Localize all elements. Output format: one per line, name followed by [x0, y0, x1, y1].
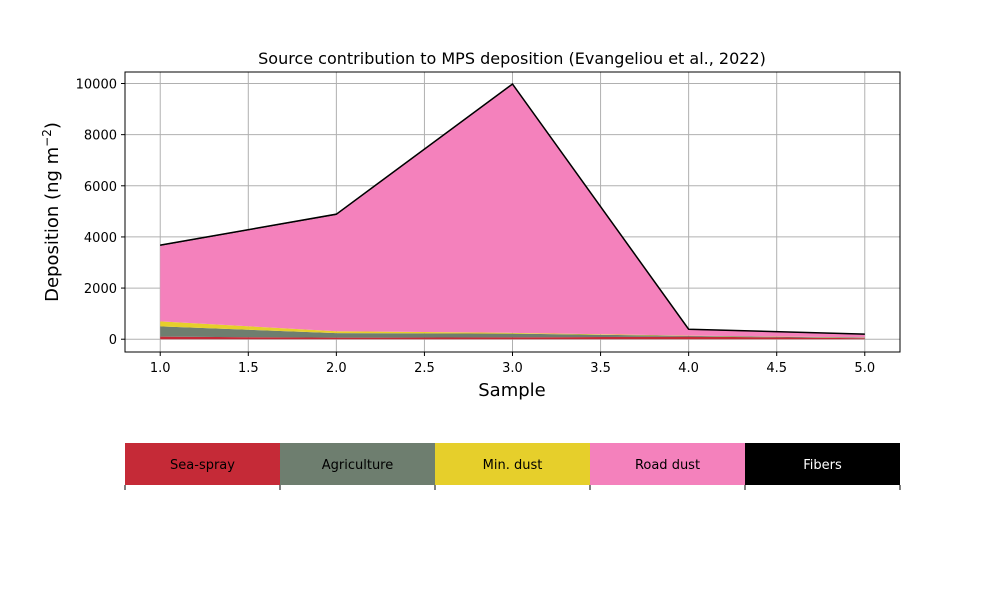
- x-tick-label: 3.5: [590, 361, 611, 376]
- x-tick-label: 2.0: [326, 361, 347, 376]
- y-tick-label: 6000: [84, 180, 117, 195]
- area-layer: [160, 82, 865, 340]
- legend-label-fibers: Fibers: [803, 458, 842, 473]
- legend-label-min-dust: Min. dust: [483, 458, 543, 473]
- legend-swatch-fibers: [745, 443, 900, 485]
- legend: Sea-spray Agriculture Min. dust Road dust Fi…: [124, 443, 901, 490]
- x-tick-label: 3.0: [502, 361, 523, 376]
- y-axis-label-main: Deposition (ng m: [42, 147, 63, 302]
- y-tick-label: 4000: [84, 231, 117, 246]
- y-tick-label: 10000: [76, 78, 117, 93]
- legend-swatch-min-dust: [435, 443, 590, 485]
- y-tick-label: 8000: [84, 129, 117, 144]
- legend-label-agriculture: Agriculture: [322, 458, 394, 473]
- area-series-sea-spray: [160, 336, 865, 340]
- y-tick-label: 2000: [84, 282, 117, 297]
- x-tick-label: 5.0: [854, 361, 875, 376]
- x-tick-label: 4.5: [766, 361, 787, 376]
- x-tick-label: 1.0: [150, 361, 171, 376]
- series-line-fibers: [160, 82, 865, 335]
- legend-swatch-sea-spray: [125, 443, 280, 485]
- x-axis-label: Sample: [478, 380, 546, 401]
- chart-title: Source contribution to MPS deposition (E…: [258, 49, 766, 68]
- x-tick-label: 4.0: [678, 361, 699, 376]
- y-axis-label-superscript: −2: [40, 129, 54, 147]
- x-tick-label: 1.5: [238, 361, 259, 376]
- y-tick-label: 0: [109, 333, 117, 348]
- area-series-min-dust: [160, 321, 865, 338]
- tick-layer: 1.0 1.5 2.0 2.5 3.0 3.5 4.0 4.5 5.0 0 2000 4000 6000…: [76, 78, 875, 376]
- area-series-road-dust: [160, 84, 865, 338]
- y-axis-label: Deposition (ng m−2): [40, 122, 63, 302]
- x-tick-label: 2.5: [414, 361, 435, 376]
- legend-swatch-agriculture: [280, 443, 435, 485]
- legend-label-road-dust: Road dust: [635, 458, 700, 473]
- legend-swatch-road-dust: [590, 443, 745, 485]
- legend-label-sea-spray: Sea-spray: [170, 458, 235, 473]
- area-series-agriculture: [160, 326, 865, 339]
- y-axis-label-close: ): [42, 122, 63, 129]
